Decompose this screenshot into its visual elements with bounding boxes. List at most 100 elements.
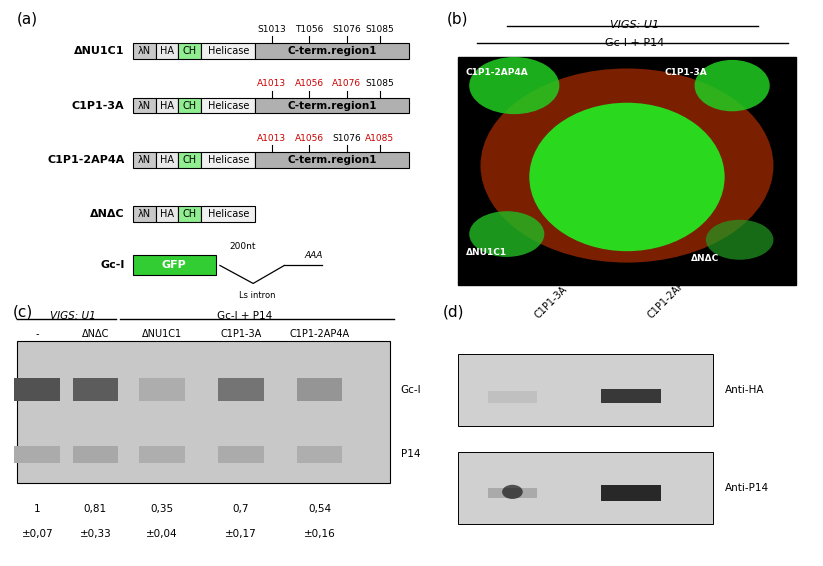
- Text: λN: λN: [137, 155, 151, 165]
- Text: VIGS: U1: VIGS: U1: [610, 20, 659, 30]
- Text: Anti-P14: Anti-P14: [724, 483, 769, 493]
- Text: A1013: A1013: [258, 79, 286, 88]
- Text: Ls intron: Ls intron: [239, 291, 276, 300]
- Text: Anti-HA: Anti-HA: [724, 385, 764, 395]
- Bar: [139, 378, 184, 401]
- Bar: [72, 446, 119, 463]
- Text: Gc-I + P14: Gc-I + P14: [605, 38, 664, 49]
- FancyBboxPatch shape: [255, 152, 409, 168]
- Text: A1013: A1013: [258, 134, 286, 143]
- FancyBboxPatch shape: [133, 206, 156, 222]
- FancyBboxPatch shape: [202, 98, 255, 113]
- Bar: [458, 57, 796, 285]
- Bar: [139, 446, 184, 463]
- Text: CH: CH: [183, 101, 197, 110]
- FancyBboxPatch shape: [133, 98, 156, 113]
- Bar: [16, 341, 390, 483]
- Text: ΔNΔC: ΔNΔC: [90, 209, 124, 219]
- FancyBboxPatch shape: [133, 44, 156, 59]
- Text: C1P1-3A: C1P1-3A: [664, 68, 707, 78]
- FancyBboxPatch shape: [156, 44, 179, 59]
- Text: ±0,16: ±0,16: [304, 529, 336, 539]
- Text: S1076: S1076: [332, 25, 361, 34]
- FancyBboxPatch shape: [156, 206, 179, 222]
- Text: (a): (a): [16, 11, 38, 27]
- Text: ±0,04: ±0,04: [146, 529, 178, 539]
- FancyBboxPatch shape: [133, 152, 156, 168]
- Text: C1P1-2AP4A: C1P1-2AP4A: [466, 68, 528, 78]
- Text: C1P1-2AP4A: C1P1-2AP4A: [47, 155, 124, 165]
- FancyBboxPatch shape: [202, 206, 255, 222]
- Text: Helicase: Helicase: [207, 101, 249, 110]
- Ellipse shape: [469, 57, 560, 114]
- Bar: [218, 378, 263, 401]
- Ellipse shape: [469, 211, 544, 257]
- Text: ΔNU1C1: ΔNU1C1: [466, 248, 507, 257]
- Text: P14: P14: [401, 449, 420, 460]
- Text: HA: HA: [160, 101, 174, 110]
- Text: 1: 1: [34, 504, 40, 513]
- Text: GFP: GFP: [162, 260, 187, 271]
- Text: C1P1-2AP4A: C1P1-2AP4A: [646, 271, 695, 320]
- Text: VIGS: U1: VIGS: U1: [49, 311, 95, 321]
- FancyBboxPatch shape: [179, 44, 202, 59]
- Text: Helicase: Helicase: [207, 209, 249, 219]
- Ellipse shape: [695, 60, 770, 112]
- Bar: [297, 446, 342, 463]
- Text: (c): (c): [12, 305, 33, 320]
- Text: CH: CH: [183, 209, 197, 219]
- Ellipse shape: [529, 103, 724, 251]
- Text: C1P1-2AP4A: C1P1-2AP4A: [290, 329, 350, 339]
- FancyBboxPatch shape: [156, 98, 179, 113]
- Text: Helicase: Helicase: [207, 46, 249, 57]
- Text: (b): (b): [447, 11, 468, 27]
- Text: ΔNU1C1: ΔNU1C1: [142, 329, 182, 339]
- Text: (d): (d): [443, 305, 464, 320]
- Bar: [601, 486, 661, 501]
- Text: λN: λN: [137, 46, 151, 57]
- Text: HA: HA: [160, 155, 174, 165]
- Text: λN: λN: [137, 101, 151, 110]
- FancyBboxPatch shape: [255, 44, 409, 59]
- Text: C-term.region1: C-term.region1: [287, 101, 377, 110]
- Text: S1085: S1085: [365, 25, 394, 34]
- FancyBboxPatch shape: [202, 152, 255, 168]
- Bar: [458, 354, 714, 426]
- Text: Gc-I: Gc-I: [401, 385, 421, 395]
- Text: 0,35: 0,35: [151, 504, 174, 513]
- FancyBboxPatch shape: [179, 152, 202, 168]
- FancyBboxPatch shape: [202, 44, 255, 59]
- Bar: [458, 452, 714, 524]
- Text: 0,54: 0,54: [308, 504, 331, 513]
- Bar: [15, 378, 60, 401]
- Text: S1085: S1085: [365, 79, 394, 88]
- Text: 200nt: 200nt: [230, 242, 256, 251]
- Bar: [72, 378, 119, 401]
- Text: C1P1-3A: C1P1-3A: [72, 101, 124, 110]
- Text: S1076: S1076: [332, 134, 361, 143]
- Text: C-term.region1: C-term.region1: [287, 46, 377, 57]
- Text: ±0,17: ±0,17: [225, 529, 257, 539]
- Bar: [488, 391, 537, 403]
- Bar: [488, 488, 537, 498]
- Text: ±0,07: ±0,07: [21, 529, 53, 539]
- Text: C-term.region1: C-term.region1: [287, 155, 377, 165]
- Ellipse shape: [481, 68, 774, 263]
- Text: A1056: A1056: [295, 134, 323, 143]
- Ellipse shape: [706, 220, 774, 260]
- FancyBboxPatch shape: [133, 255, 216, 276]
- Text: CH: CH: [183, 46, 197, 57]
- Text: λN: λN: [137, 209, 151, 219]
- Text: HA: HA: [160, 46, 174, 57]
- Bar: [601, 389, 661, 403]
- Ellipse shape: [502, 485, 523, 499]
- Text: CH: CH: [183, 155, 197, 165]
- Text: A1085: A1085: [365, 134, 394, 143]
- Text: C1P1-3A: C1P1-3A: [220, 329, 262, 339]
- Bar: [218, 446, 263, 463]
- Text: ΔNU1C1: ΔNU1C1: [74, 46, 124, 57]
- Text: T1056: T1056: [295, 25, 323, 34]
- Bar: [15, 446, 60, 463]
- Text: Gc-I + P14: Gc-I + P14: [217, 311, 272, 321]
- Text: HA: HA: [160, 209, 174, 219]
